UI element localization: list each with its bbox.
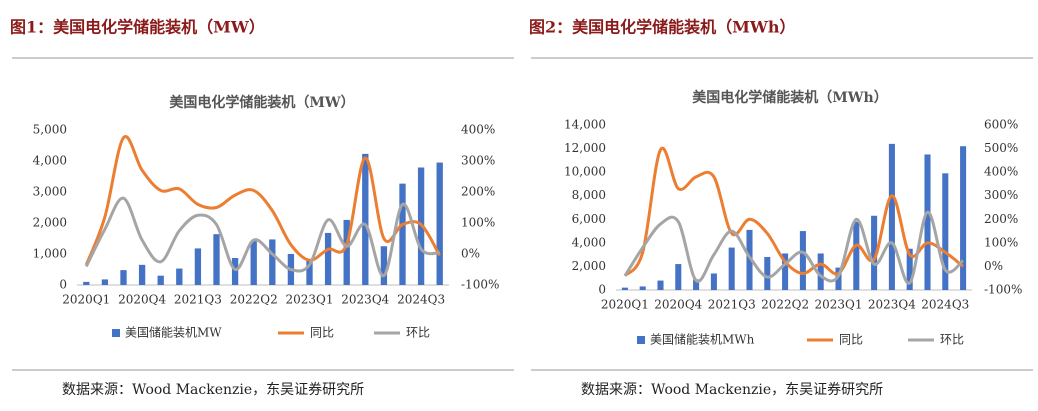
x-tick-label: 2021Q3 [708, 298, 756, 312]
x-tick-label: 2020Q4 [654, 298, 702, 312]
y-tick-label: 4,000 [572, 235, 606, 249]
x-tick-label: 2023Q1 [814, 298, 862, 312]
bar [306, 260, 313, 285]
y-tick-label: 5,000 [33, 123, 67, 137]
x-tick-label: 2024Q3 [921, 298, 969, 312]
y2-tick-label: -100% [984, 283, 1022, 297]
y2-tick-label: 100% [984, 235, 1018, 249]
bar [924, 154, 931, 290]
y-tick-label: 12,000 [564, 141, 606, 155]
bar [710, 273, 717, 290]
y2-tick-label: 0% [461, 247, 480, 261]
bar [817, 253, 824, 290]
bar [362, 153, 369, 285]
y2-tick-label: 100% [461, 216, 495, 230]
y2-tick-label: 200% [461, 185, 495, 199]
bar [213, 234, 220, 285]
bar [157, 275, 164, 285]
bar [942, 173, 949, 290]
y2-tick-label: 500% [984, 141, 1018, 155]
figure-heading: 图2：美国电化学储能装机（MWh） [529, 18, 795, 37]
bar [436, 162, 443, 285]
bar [231, 258, 239, 285]
x-tick-label: 2022Q2 [230, 293, 278, 307]
x-tick-label: 2023Q1 [285, 293, 333, 307]
y-tick-label: 3,000 [33, 185, 67, 199]
line [84, 196, 440, 278]
y-tick-label: 1,000 [33, 247, 67, 261]
bar [621, 287, 628, 290]
bar [138, 264, 146, 285]
x-tick-label: 2024Q3 [397, 293, 445, 307]
y-tick-label: 2,000 [33, 216, 67, 230]
y2-tick-label: 400% [461, 123, 495, 137]
legend-label: 环比 [940, 333, 964, 347]
bar [380, 246, 388, 285]
y-tick-label: 10,000 [564, 165, 606, 179]
x-tick-label: 2021Q3 [174, 293, 222, 307]
chart-title: 美国电化学储能装机（MW） [169, 94, 354, 111]
bar [250, 240, 257, 285]
x-tick-label: 2022Q2 [761, 298, 809, 312]
source-note: 数据来源：Wood Mackenzie，东吴证券研究所 [581, 382, 883, 398]
y-tick-label: 4,000 [33, 154, 67, 168]
bar [871, 215, 878, 290]
legend-swatch [637, 336, 645, 344]
bar [693, 279, 700, 290]
bar [960, 146, 967, 290]
y2-tick-label: 300% [984, 188, 1018, 202]
bar [324, 232, 332, 285]
bar [888, 143, 895, 290]
y-tick-label: 2,000 [572, 259, 606, 273]
y-tick-label: 14,000 [564, 118, 606, 132]
bar [120, 270, 127, 285]
legend-label: 美国储能装机MWh [650, 332, 755, 347]
bar [176, 268, 183, 285]
x-tick-label: 2020Q1 [601, 298, 649, 312]
y2-tick-label: -100% [461, 278, 499, 292]
legend-label: 同比 [310, 326, 334, 340]
bar [269, 239, 276, 285]
bar [853, 221, 860, 290]
bar [639, 286, 646, 290]
y-tick-label: 8,000 [572, 188, 606, 202]
chart-title: 美国电化学储能装机（MWh） [692, 89, 887, 106]
bar [101, 279, 109, 285]
bar [746, 229, 753, 290]
y-tick-label: 0 [598, 283, 606, 297]
y2-tick-label: 200% [984, 212, 1018, 226]
line [623, 210, 965, 285]
bar [835, 267, 842, 290]
y2-tick-label: 300% [461, 154, 495, 168]
bar [906, 248, 913, 290]
y-tick-label: 0 [59, 278, 67, 292]
bar [675, 264, 682, 290]
bar [399, 183, 406, 285]
bar [799, 231, 806, 290]
x-tick-label: 2023Q4 [868, 298, 916, 312]
bar [83, 281, 90, 285]
legend-swatch [112, 329, 120, 337]
bar [194, 248, 202, 285]
bar [657, 280, 664, 290]
legend-label: 同比 [839, 333, 863, 347]
x-tick-label: 2023Q4 [341, 293, 389, 307]
legend-label: 环比 [406, 326, 430, 340]
bar [782, 253, 789, 290]
x-tick-label: 2020Q4 [118, 293, 166, 307]
x-tick-label: 2020Q1 [62, 293, 110, 307]
legend-label: 美国储能装机MW [125, 325, 222, 340]
bar [728, 247, 735, 290]
line [84, 135, 442, 266]
y2-tick-label: 400% [984, 165, 1018, 179]
figure-heading: 图1：美国电化学储能装机（MW） [10, 18, 265, 37]
y2-tick-label: 600% [984, 118, 1018, 132]
y2-tick-label: 0% [984, 259, 1003, 273]
bar [343, 219, 350, 285]
source-note: 数据来源：Wood Mackenzie，东吴证券研究所 [62, 382, 364, 398]
line [623, 146, 965, 277]
y-tick-label: 6,000 [572, 212, 606, 226]
bar [764, 257, 771, 290]
